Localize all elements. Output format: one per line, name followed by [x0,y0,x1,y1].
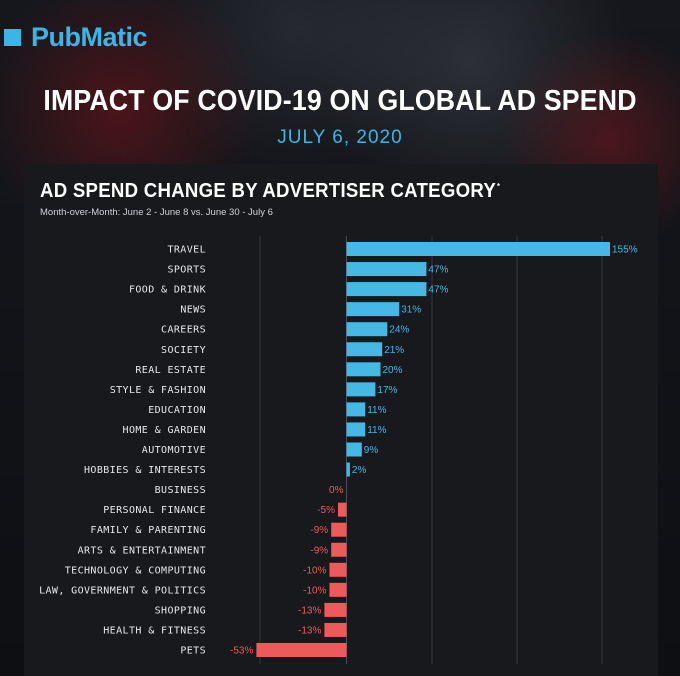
value-label: 9% [364,445,379,456]
bar [331,542,347,557]
chart-subtitle: Month-over-Month: June 2 - June 8 vs. Ju… [40,207,273,218]
value-label: -53% [230,646,253,657]
category-label: FAMILY & PARENTING [90,525,206,536]
bar [329,562,347,577]
title-footnote-mark: * [496,182,501,192]
chart-title: AD SPEND CHANGE BY ADVERTISER CATEGORY* [40,180,501,202]
category-label: REAL ESTATE [135,365,206,376]
bar [329,582,347,597]
value-label: -10% [303,565,326,576]
bar [346,362,381,377]
value-label: -10% [303,585,326,596]
headline: IMPACT OF COVID-19 ON GLOBAL AD SPEND [43,85,637,117]
category-label: EDUCATION [148,405,206,416]
bar [324,602,347,617]
value-label: -9% [310,545,328,556]
category-label: STYLE & FASHION [110,385,206,396]
value-label: -13% [298,605,321,616]
bar [346,322,388,337]
bar [346,302,400,317]
brand-logo: PubMatic [4,22,148,53]
category-label: ARTS & ENTERTAINMENT [78,545,206,556]
category-label: HOBBIES & INTERESTS [84,465,206,476]
report-date: JULY 6, 2020 [277,127,403,148]
bar [256,643,347,657]
value-label: 47% [428,285,448,296]
category-label: NEWS [180,305,206,316]
value-label: -13% [298,625,321,636]
category-label: HEALTH & FITNESS [103,625,206,636]
logo-square-icon [4,29,21,46]
value-label: 17% [377,385,397,396]
category-label: TECHNOLOGY & COMPUTING [65,565,206,576]
category-label: PERSONAL FINANCE [103,505,206,516]
category-label: CAREERS [161,325,206,336]
value-label: 31% [401,305,421,316]
brand-name: PubMatic [31,22,148,52]
bar [324,622,347,637]
category-label: PETS [180,646,206,657]
category-label: SPORTS [167,265,206,276]
value-label: 155% [612,245,638,256]
value-label: 21% [384,345,404,356]
category-label: TRAVEL [167,245,206,256]
bar [346,342,383,357]
value-label: 0% [329,485,344,496]
value-label: 11% [367,425,386,436]
value-label: 11% [367,405,386,416]
value-label: 20% [383,365,403,376]
bar [338,502,347,517]
bar [331,522,347,537]
bar [346,262,427,277]
value-label: 47% [428,265,448,276]
category-label: FOOD & DRINK [129,285,206,296]
value-label: 2% [352,465,367,476]
bar [346,382,376,397]
category-label: BUSINESS [155,485,206,496]
bar [346,242,610,256]
bar [346,462,350,477]
category-label: SOCIETY [161,345,206,356]
category-label: HOME & GARDEN [123,425,206,436]
bar [346,282,427,297]
bar [346,422,366,437]
category-label: SHOPPING [155,605,206,616]
category-label: AUTOMOTIVE [142,445,206,456]
value-label: 24% [389,325,409,336]
bar [346,402,366,417]
category-label: LAW, GOVERNMENT & POLITICS [39,585,206,596]
bar [346,442,362,457]
value-label: -9% [310,525,328,536]
value-label: -5% [317,505,335,516]
